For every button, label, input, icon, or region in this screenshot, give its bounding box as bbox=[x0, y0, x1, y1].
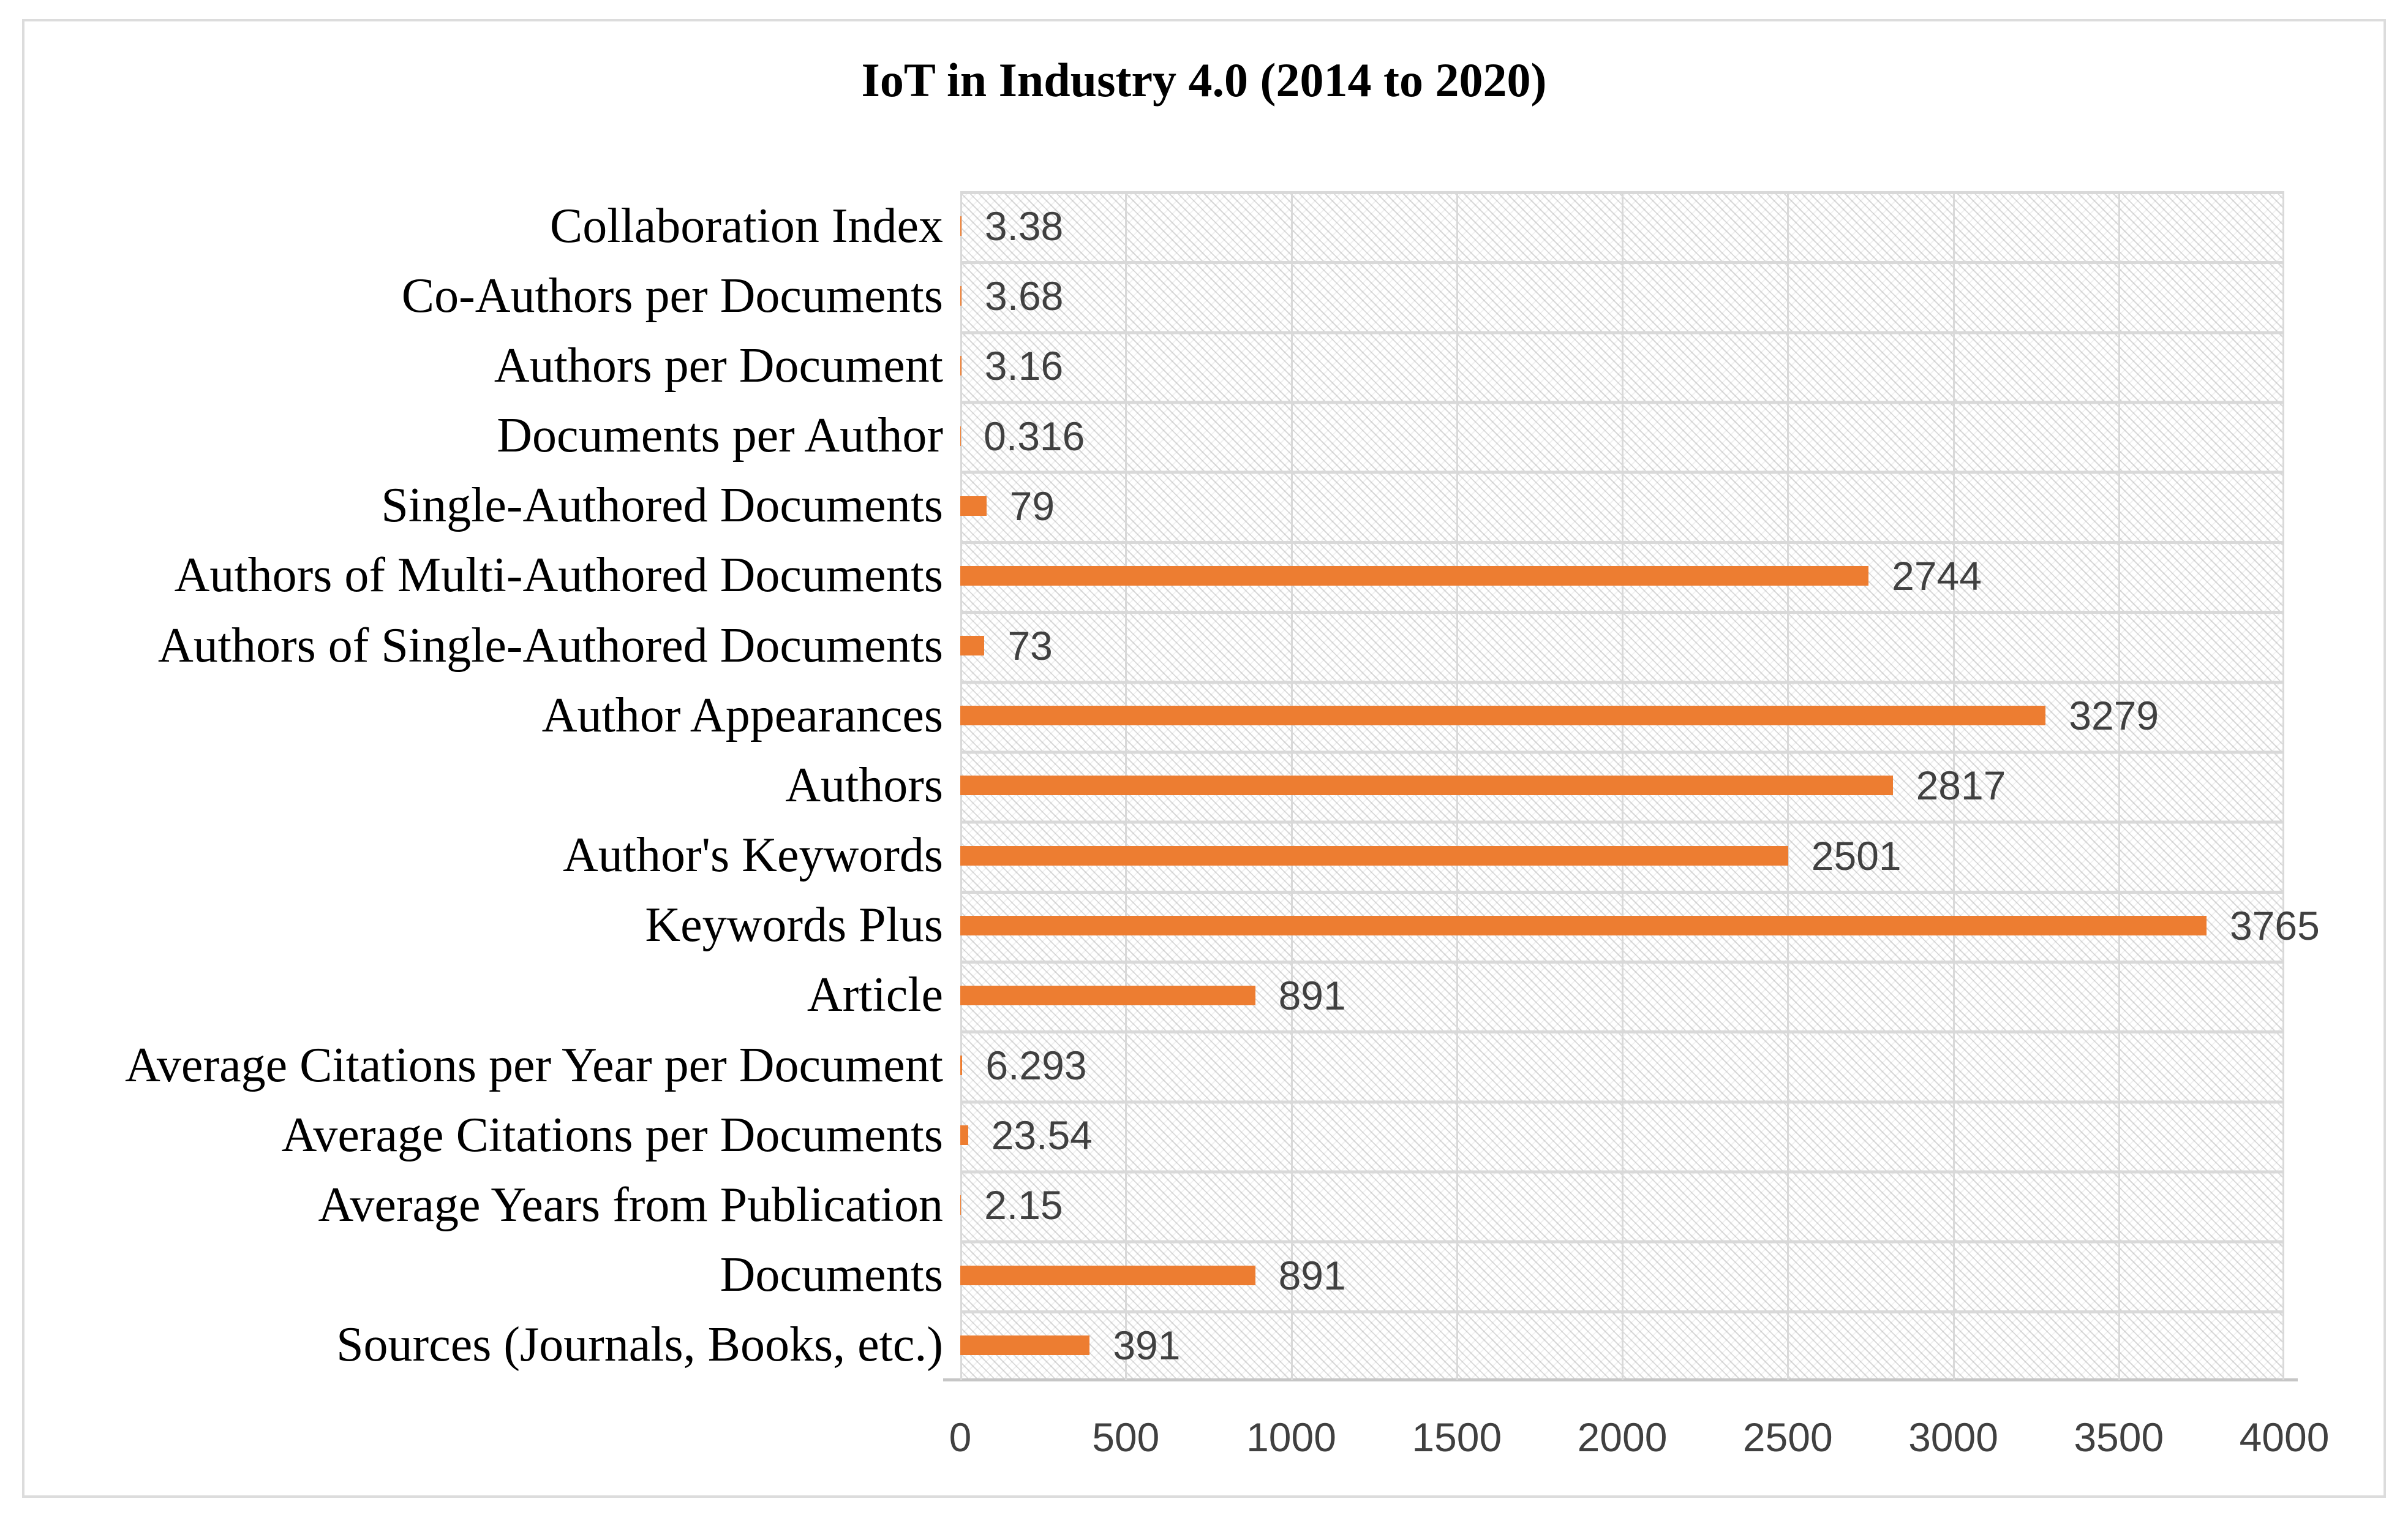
bar bbox=[960, 985, 1255, 1005]
chart-title: IoT in Industry 4.0 (2014 to 2020) bbox=[861, 53, 1547, 107]
bar-value-label: 6.293 bbox=[985, 1043, 1087, 1089]
category-label: Authors bbox=[785, 758, 943, 812]
category-label: Average Citations per Documents bbox=[281, 1108, 943, 1162]
x-tick-label: 2000 bbox=[1577, 1415, 1668, 1460]
bar bbox=[960, 1125, 968, 1146]
category-label: Author Appearances bbox=[541, 688, 943, 742]
plot-area: 3.38 3.68 3.16 0.316 79 2744 73 3279 281… bbox=[960, 191, 2320, 1380]
bar-row: 23.54 bbox=[960, 1100, 2284, 1170]
vertical-gridline bbox=[2118, 191, 2120, 1380]
category-label: Article bbox=[807, 968, 943, 1022]
x-tick-label: 1000 bbox=[1246, 1415, 1336, 1460]
bar-row: 3.68 bbox=[960, 261, 2284, 331]
bar-row: 3765 bbox=[960, 891, 2320, 961]
category-label: Sources (Journals, Books, etc.) bbox=[336, 1318, 943, 1372]
bar bbox=[960, 845, 1788, 866]
category-axis: Collaboration Index Co-Authors per Docum… bbox=[37, 191, 943, 1380]
category-label: Average Citations per Year per Document bbox=[125, 1038, 943, 1092]
bar-value-label: 3279 bbox=[2069, 693, 2159, 739]
bar-row: 2817 bbox=[960, 750, 2284, 820]
bar-row: 891 bbox=[960, 1241, 2284, 1310]
vertical-gridline bbox=[1952, 191, 1955, 1380]
bar-value-label: 3765 bbox=[2229, 902, 2320, 948]
bar bbox=[960, 1056, 963, 1076]
x-tick-label: 3500 bbox=[2074, 1415, 2164, 1460]
bar-series: 3.38 3.68 3.16 0.316 79 2744 73 3279 281… bbox=[960, 191, 2320, 1380]
bar bbox=[960, 1195, 961, 1215]
bar-row: 73 bbox=[960, 611, 2284, 681]
bar-value-label: 3.68 bbox=[984, 273, 1064, 319]
category-label: Keywords Plus bbox=[645, 898, 943, 953]
category-label: Authors of Multi-Authored Documents bbox=[174, 548, 943, 603]
vertical-gridline bbox=[2282, 191, 2284, 1380]
category-label: Authors per Document bbox=[494, 338, 943, 393]
bar-value-label: 891 bbox=[1278, 1252, 1346, 1298]
bar bbox=[960, 1265, 1255, 1285]
x-tick-label: 4000 bbox=[2239, 1415, 2330, 1460]
bar bbox=[960, 636, 985, 656]
bar-row: 3.38 bbox=[960, 191, 2284, 261]
bar-row: 3279 bbox=[960, 681, 2284, 750]
bar-value-label: 79 bbox=[1009, 483, 1055, 529]
bar-value-label: 391 bbox=[1113, 1322, 1181, 1368]
bar-value-label: 2817 bbox=[1916, 763, 2006, 809]
category-label: Author's Keywords bbox=[562, 828, 943, 883]
bar-row: 2744 bbox=[960, 541, 2284, 611]
category-label: Authors of Single-Authored Documents bbox=[157, 618, 943, 673]
x-tick-label: 3000 bbox=[1908, 1415, 1998, 1460]
x-tick-label: 2500 bbox=[1742, 1415, 1833, 1460]
bar bbox=[960, 496, 987, 516]
category-label: Documents bbox=[720, 1248, 943, 1302]
bar bbox=[960, 286, 961, 306]
bar-row: 2.15 bbox=[960, 1170, 2284, 1240]
bar bbox=[960, 565, 1869, 586]
bar-row: 891 bbox=[960, 961, 2284, 1030]
category-label: Collaboration Index bbox=[549, 198, 943, 253]
bar-value-label: 3.16 bbox=[984, 343, 1064, 389]
bar bbox=[960, 776, 1893, 796]
bar-row: 79 bbox=[960, 471, 2284, 541]
bar-value-label: 2501 bbox=[1811, 833, 1902, 878]
x-tick-label: 1500 bbox=[1412, 1415, 1502, 1460]
bar bbox=[960, 915, 2207, 935]
bar-value-label: 0.316 bbox=[984, 413, 1085, 459]
bar bbox=[960, 706, 2046, 726]
bar-value-label: 2.15 bbox=[984, 1182, 1063, 1228]
category-label: Average Years from Publication bbox=[318, 1177, 943, 1232]
bar-row: 3.16 bbox=[960, 331, 2284, 401]
category-label: Documents per Author bbox=[497, 409, 943, 463]
category-label: Co-Authors per Documents bbox=[401, 268, 943, 323]
bar-value-label: 73 bbox=[1007, 623, 1053, 669]
bar bbox=[960, 216, 961, 236]
bar-row: 6.293 bbox=[960, 1030, 2284, 1100]
category-label: Single-Authored Documents bbox=[381, 478, 943, 533]
bar-value-label: 891 bbox=[1278, 972, 1346, 1018]
bar-row: 0.316 bbox=[960, 401, 2284, 471]
x-tick-label: 500 bbox=[1092, 1415, 1160, 1460]
x-axis: 0 500 1000 1500 2000 2500 3000 3500 4000 bbox=[949, 1414, 2330, 1469]
bar-value-label: 3.38 bbox=[984, 203, 1064, 249]
figure-border bbox=[22, 19, 2386, 1498]
bar-value-label: 23.54 bbox=[991, 1112, 1093, 1158]
bar bbox=[960, 1335, 1090, 1355]
bar-value-label: 2744 bbox=[1892, 553, 1982, 599]
bar-row: 2501 bbox=[960, 821, 2284, 891]
bar-row: 391 bbox=[960, 1310, 2284, 1380]
x-tick-label: 0 bbox=[949, 1415, 972, 1460]
bar bbox=[960, 356, 961, 376]
